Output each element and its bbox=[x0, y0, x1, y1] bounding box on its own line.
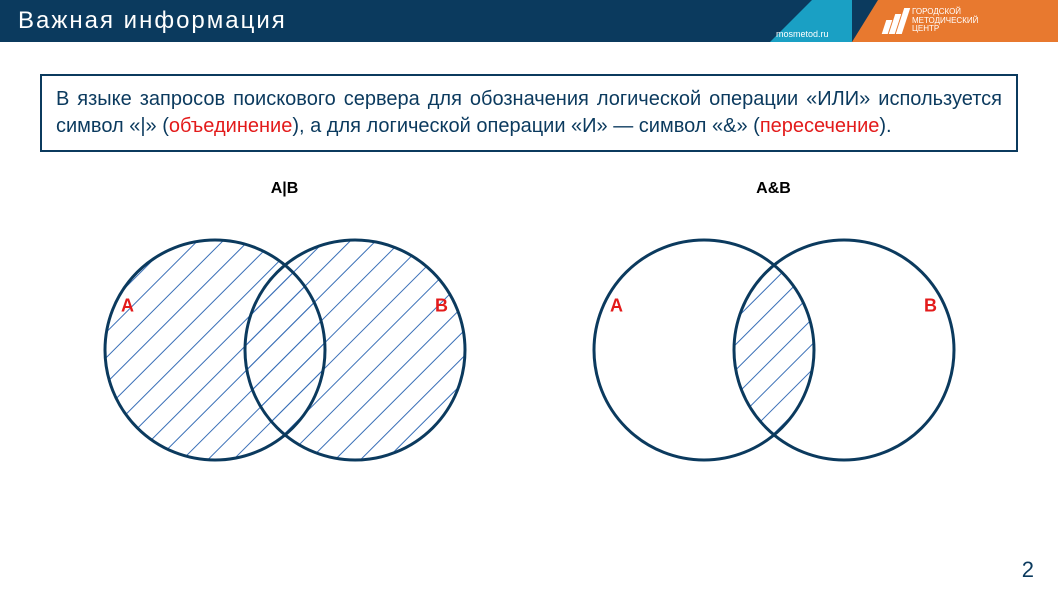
header-decor: mosmetod.ru ГОРОДСКОЙ МЕТОДИЧЕСКИЙ ЦЕНТР bbox=[770, 0, 1058, 42]
page-number: 2 bbox=[1022, 557, 1034, 583]
teal-block: mosmetod.ru bbox=[812, 0, 852, 42]
info-text-2: ), а для логической операции «И» — симво… bbox=[292, 115, 759, 137]
slide-title: Важная информация bbox=[0, 7, 287, 35]
diagrams-row: A|B AB A&B AB bbox=[40, 180, 1018, 485]
site-url: mosmetod.ru bbox=[776, 29, 829, 42]
info-red-1: объединение bbox=[169, 115, 292, 137]
venn-intersect-diagram: AB bbox=[554, 220, 994, 480]
venn-union-title: A|B bbox=[65, 180, 505, 198]
info-text-3: ). bbox=[879, 115, 891, 137]
svg-text:A: A bbox=[121, 296, 134, 316]
info-red-2: пересечение bbox=[760, 115, 880, 137]
slide-body: В языке запросов поискового сервера для … bbox=[0, 42, 1058, 485]
svg-text:B: B bbox=[435, 296, 448, 316]
info-box: В языке запросов поискового сервера для … bbox=[40, 74, 1018, 152]
venn-union-col: A|B AB bbox=[65, 180, 505, 485]
logo-block: ГОРОДСКОЙ МЕТОДИЧЕСКИЙ ЦЕНТР bbox=[878, 0, 1058, 42]
orange-triangle bbox=[852, 0, 878, 42]
logo-bars-icon bbox=[884, 8, 906, 34]
logo-text: ГОРОДСКОЙ МЕТОДИЧЕСКИЙ ЦЕНТР bbox=[912, 8, 978, 34]
venn-union-diagram: AB bbox=[65, 220, 505, 480]
venn-intersect-col: A&B AB bbox=[554, 180, 994, 485]
svg-text:A: A bbox=[610, 296, 623, 316]
slide-header: Важная информация mosmetod.ru ГОРОДСКОЙ … bbox=[0, 0, 1058, 42]
svg-text:B: B bbox=[924, 296, 937, 316]
logo-line-3: ЦЕНТР bbox=[912, 25, 978, 34]
venn-intersect-title: A&B bbox=[554, 180, 994, 198]
